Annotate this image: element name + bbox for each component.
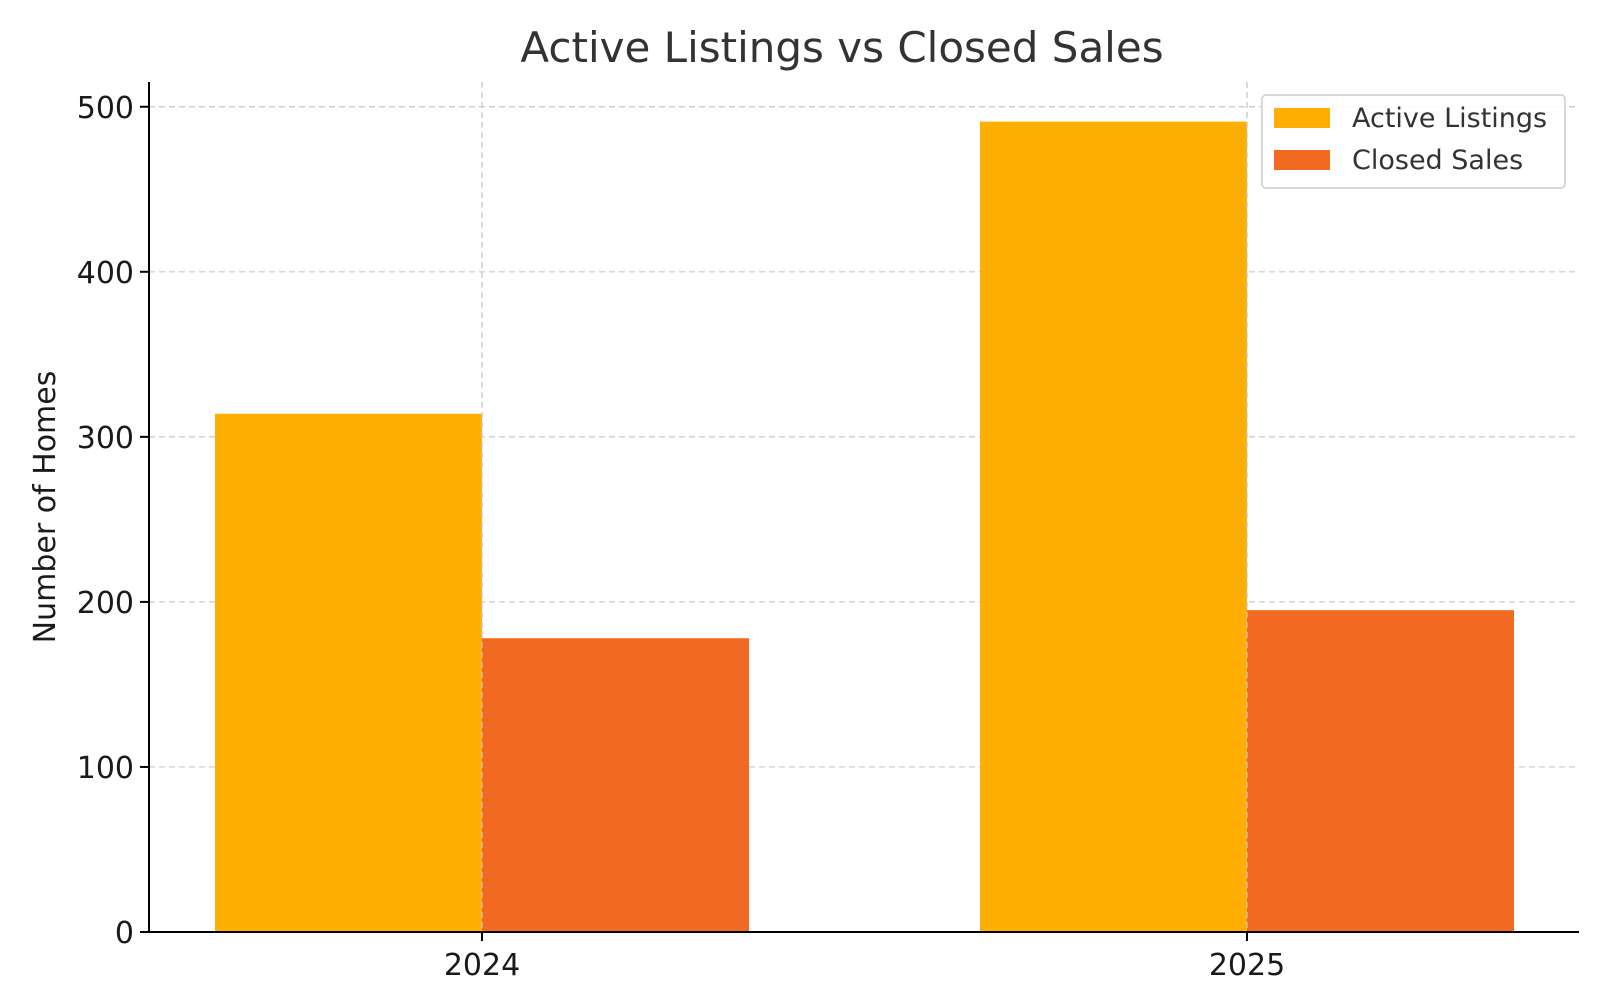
chart-title: Active Listings vs Closed Sales	[520, 23, 1163, 72]
bars	[215, 82, 1514, 933]
legend-frame	[1261, 94, 1566, 189]
y-axis-label: Number of Homes	[28, 371, 63, 644]
y-tick-label: 300	[77, 421, 134, 456]
bar-closed-sales-2025	[1247, 610, 1514, 932]
legend-entry-label: Closed Sales	[1352, 145, 1523, 176]
y-tick-label: 500	[77, 91, 134, 126]
bar-active-listings-2025	[980, 121, 1247, 933]
y-tick-label: 100	[77, 751, 134, 786]
axes	[148, 82, 1579, 933]
bar-active-listings-2024	[215, 413, 482, 932]
legend-entry-label: Active Listings	[1352, 103, 1547, 134]
bar-closed-sales-2024	[482, 638, 749, 932]
legend: Active Listings Closed Sales	[1261, 94, 1566, 189]
y-tick-label: 200	[77, 586, 134, 621]
x-tick-label: 2024	[444, 948, 520, 983]
legend-swatch	[1274, 150, 1330, 170]
legend-swatch	[1274, 108, 1330, 128]
x-tick-label: 2025	[1209, 948, 1285, 983]
y-tick-label: 0	[115, 916, 134, 951]
y-tick-label: 400	[77, 256, 134, 291]
x-ticks: 2024 2025	[444, 932, 1285, 983]
y-ticks: 0 100 200 300 400 500	[77, 91, 149, 951]
